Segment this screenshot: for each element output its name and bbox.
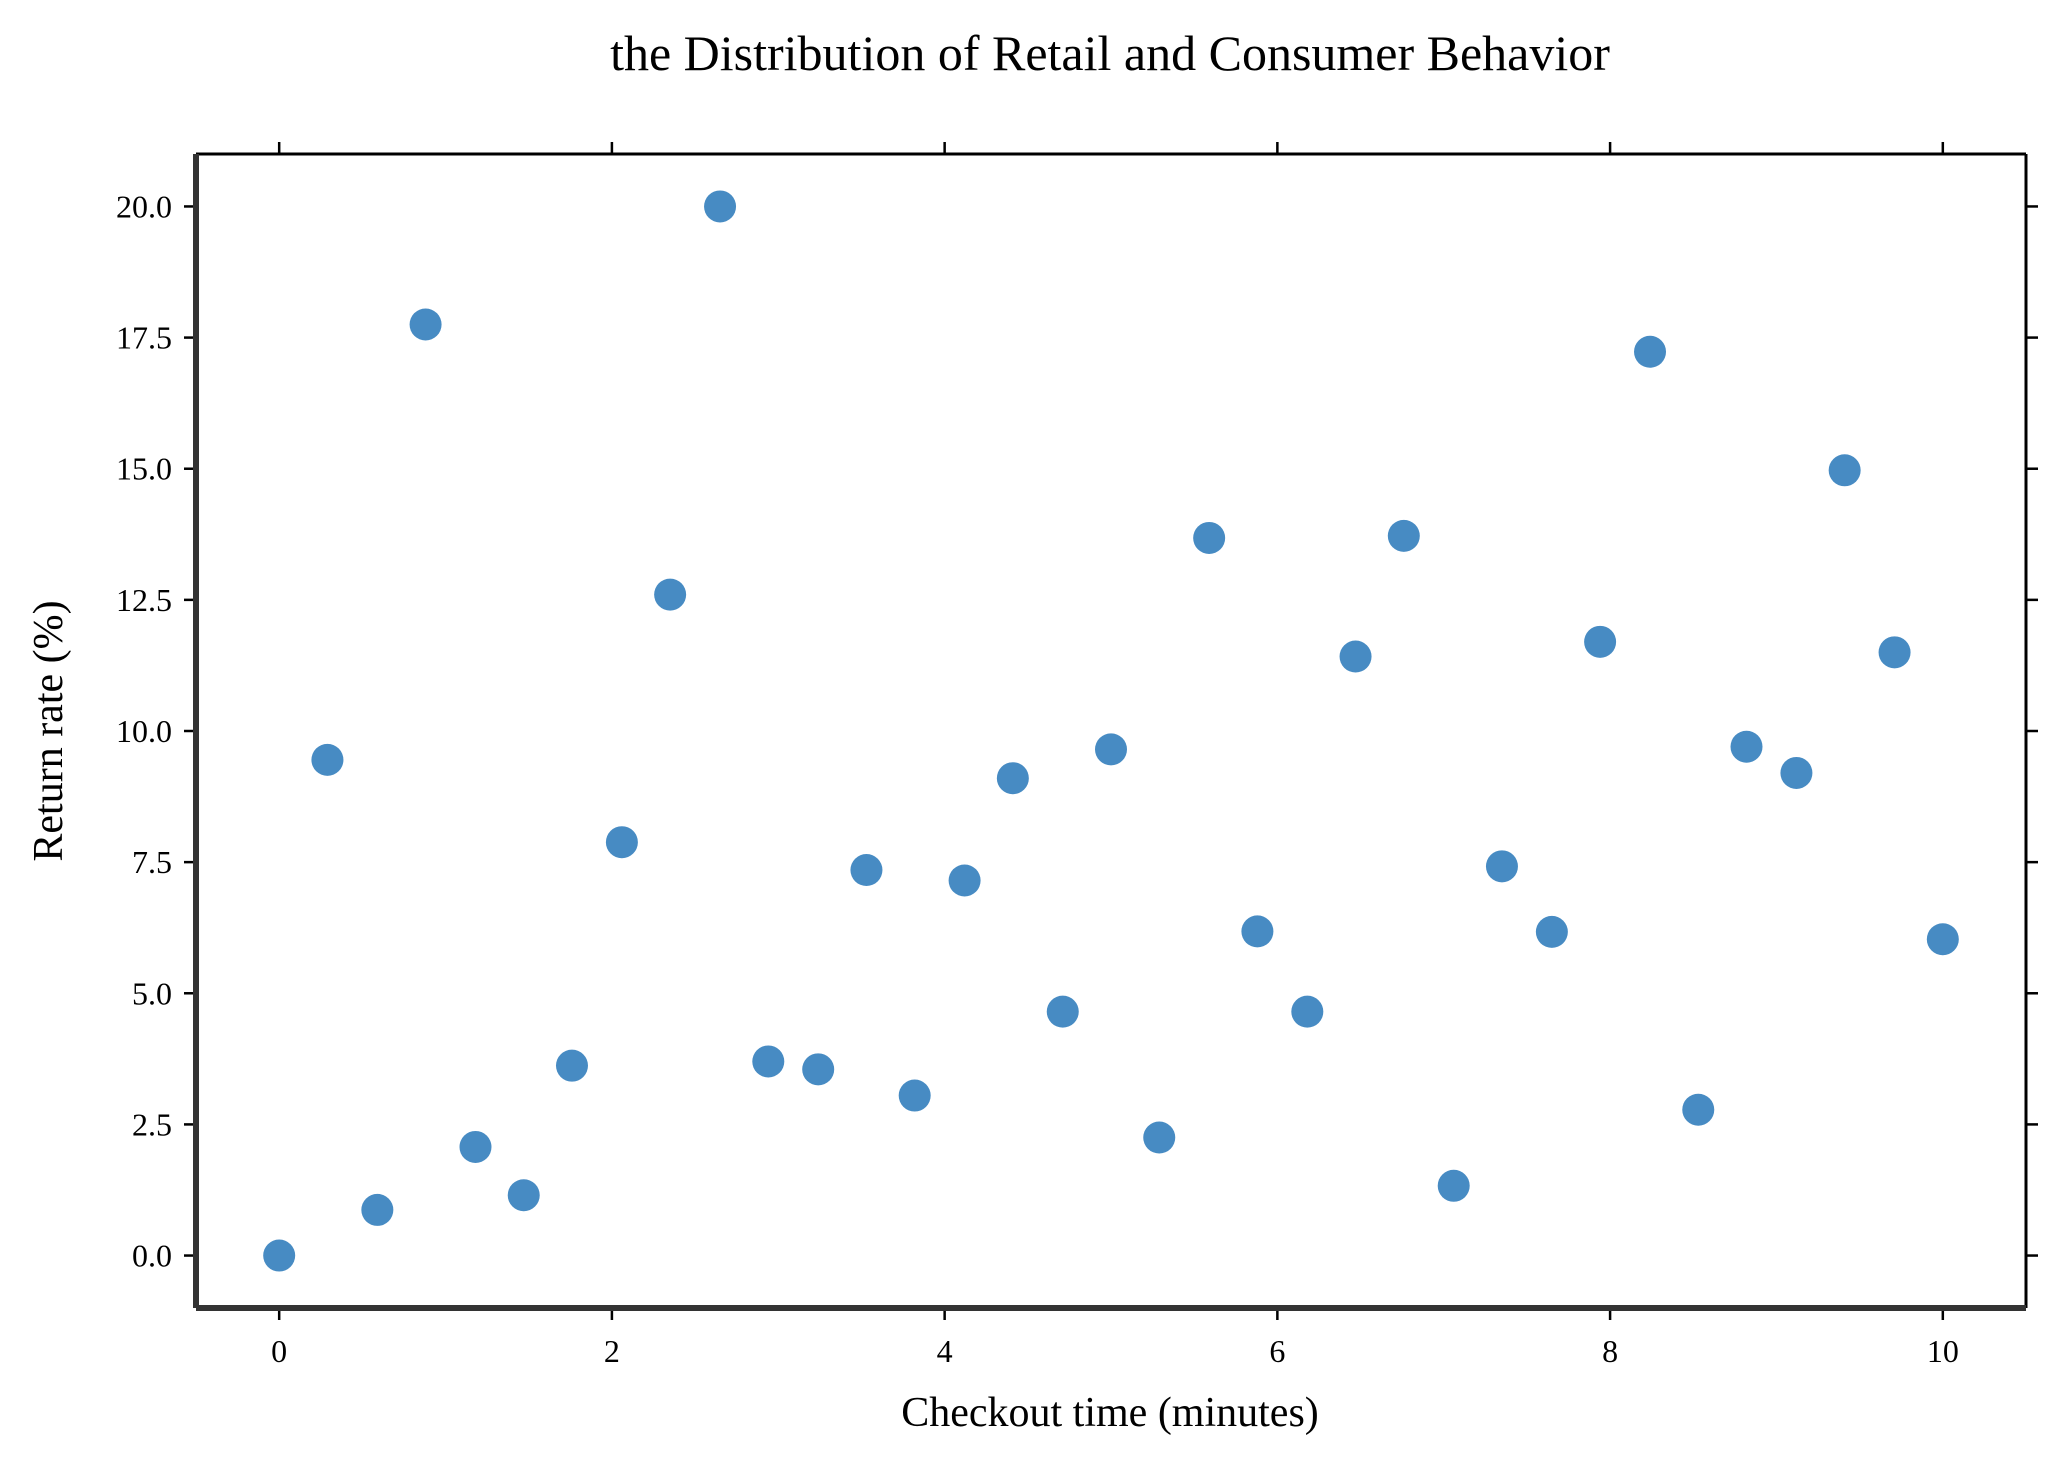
y-tick-label: 0.0 bbox=[132, 1238, 172, 1274]
data-point bbox=[996, 762, 1029, 795]
data-point bbox=[1878, 636, 1911, 669]
data-point bbox=[802, 1053, 835, 1086]
data-point bbox=[263, 1239, 296, 1272]
data-point bbox=[1095, 733, 1127, 766]
data-point bbox=[1437, 1169, 1470, 1202]
data-point bbox=[1291, 995, 1324, 1028]
x-tick-label: 10 bbox=[1927, 1333, 1959, 1369]
y-axis-label: Return rate (%) bbox=[26, 600, 72, 861]
data-point bbox=[409, 308, 442, 341]
data-point bbox=[1584, 625, 1617, 658]
data-point bbox=[850, 854, 883, 887]
data-point bbox=[654, 578, 687, 611]
x-tick-label: 8 bbox=[1602, 1333, 1618, 1369]
data-point bbox=[1634, 335, 1667, 368]
y-tick-label: 15.0 bbox=[116, 451, 172, 487]
data-point bbox=[1241, 915, 1274, 948]
x-tick-label: 2 bbox=[604, 1333, 620, 1369]
data-point bbox=[459, 1130, 492, 1163]
x-axis-label: Checkout time (minutes) bbox=[901, 1390, 1319, 1436]
data-point bbox=[1193, 521, 1226, 554]
data-point bbox=[1926, 923, 1959, 956]
data-point bbox=[1046, 995, 1079, 1028]
y-tick-label: 5.0 bbox=[132, 975, 172, 1011]
y-tick-label: 10.0 bbox=[116, 713, 172, 749]
data-point bbox=[1387, 519, 1420, 552]
x-tick-label: 4 bbox=[937, 1333, 953, 1369]
data-points bbox=[263, 190, 1959, 1272]
data-point bbox=[1535, 915, 1568, 948]
y-tick-label: 12.5 bbox=[116, 582, 172, 618]
data-point bbox=[1485, 850, 1518, 883]
axis-ticks: 0 2 4 6 8 10 0.0 2.5 5.0 7.5 10.0 12.5 15.0 17.5 20.0 bbox=[116, 142, 2038, 1369]
data-point bbox=[605, 826, 638, 859]
data-point bbox=[361, 1193, 394, 1226]
data-point bbox=[1682, 1093, 1715, 1126]
y-tick-label: 7.5 bbox=[132, 844, 172, 880]
data-point bbox=[898, 1079, 931, 1112]
y-tick-label: 20.0 bbox=[116, 188, 172, 224]
data-point bbox=[507, 1179, 540, 1212]
x-tick-label: 6 bbox=[1269, 1333, 1285, 1369]
data-point bbox=[1143, 1121, 1176, 1154]
data-point bbox=[704, 190, 737, 223]
data-point bbox=[311, 743, 344, 776]
data-point bbox=[1730, 730, 1763, 763]
data-point bbox=[948, 864, 981, 897]
chart-title: the Distribution of Retail and Consumer … bbox=[610, 25, 1610, 81]
x-tick-label: 0 bbox=[271, 1333, 287, 1369]
data-point bbox=[1828, 454, 1861, 487]
y-tick-label: 17.5 bbox=[116, 320, 172, 356]
data-point bbox=[555, 1049, 588, 1082]
data-point bbox=[1339, 640, 1372, 673]
data-point bbox=[752, 1045, 785, 1078]
y-tick-label: 2.5 bbox=[132, 1106, 172, 1142]
data-point bbox=[1780, 756, 1813, 789]
